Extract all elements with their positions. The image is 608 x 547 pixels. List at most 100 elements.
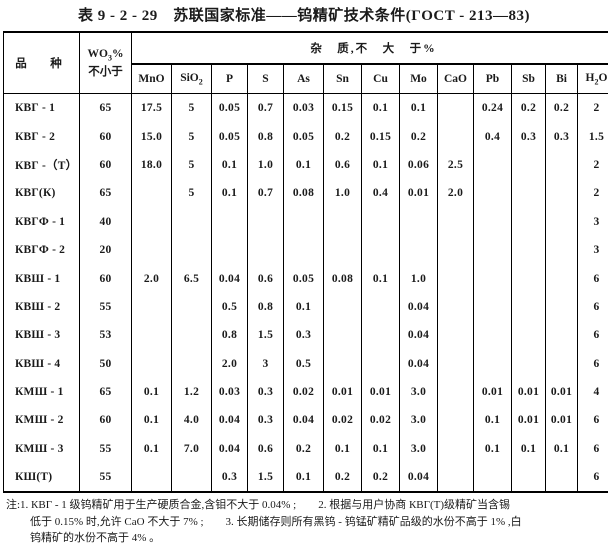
cell-h2o: 6 [578, 463, 608, 492]
cell-mo: 0.06 [400, 151, 438, 179]
cell-as: 0.04 [284, 406, 324, 434]
cell-mno: 0.1 [132, 406, 172, 434]
cell-bi [546, 236, 578, 264]
cell-wo3: 55 [80, 293, 132, 321]
cell-mno [132, 236, 172, 264]
cell-h2o: 6 [578, 350, 608, 378]
table-notes: 注:1. КВГ - 1 级钨精矿用于生产硬质合金,含钼不大于 0.04% ; … [0, 493, 608, 547]
cell-wo3: 60 [80, 151, 132, 179]
cell-pb [474, 293, 512, 321]
cell-mno [132, 321, 172, 349]
cell-p: 0.3 [212, 463, 248, 492]
cell-sio2 [172, 236, 212, 264]
cell-s: 0.6 [248, 264, 284, 292]
cell-sb [512, 293, 546, 321]
cell-product-name: КВШ - 1 [4, 264, 80, 292]
cell-cu [362, 208, 400, 236]
col-header-p: P [212, 64, 248, 94]
cell-sn: 0.08 [324, 264, 362, 292]
cell-h2o: 2 [578, 94, 608, 123]
cell-wo3: 55 [80, 463, 132, 492]
cell-mno: 15.0 [132, 122, 172, 150]
cell-sb: 0.1 [512, 435, 546, 463]
cell-wo3: 65 [80, 378, 132, 406]
cell-s: 1.0 [248, 151, 284, 179]
cell-sn [324, 236, 362, 264]
cell-p: 0.1 [212, 151, 248, 179]
cell-sio2 [172, 463, 212, 492]
cell-h2o: 6 [578, 406, 608, 434]
cell-product-name: КВГ(К) [4, 179, 80, 207]
cell-sb: 0.01 [512, 378, 546, 406]
cell-sn [324, 321, 362, 349]
cell-h2o: 2 [578, 151, 608, 179]
cell-wo3: 60 [80, 406, 132, 434]
cell-mno [132, 208, 172, 236]
cell-cao [438, 321, 474, 349]
cell-product-name: КШ(Т) [4, 463, 80, 492]
cell-bi [546, 293, 578, 321]
table-head: 品 种 WO3% 不小于 杂 质,不 大 于% MnO SiO2 P S As … [4, 32, 608, 94]
cell-cao [438, 293, 474, 321]
cell-sb [512, 321, 546, 349]
cell-as: 0.05 [284, 264, 324, 292]
cell-p: 0.5 [212, 293, 248, 321]
cell-sn [324, 293, 362, 321]
cell-sio2: 5 [172, 151, 212, 179]
header-pinzhong: 品 种 [4, 32, 80, 94]
cell-pb: 0.24 [474, 94, 512, 123]
note-line-3: 钨精矿的水份不高于 4% 。 [6, 530, 604, 547]
cell-cu: 0.1 [362, 435, 400, 463]
cell-cao [438, 264, 474, 292]
col-header-cao: CaO [438, 64, 474, 94]
col-header-sio2: SiO2 [172, 64, 212, 94]
cell-cao [438, 378, 474, 406]
cell-mno: 0.1 [132, 435, 172, 463]
cell-sb: 0.3 [512, 122, 546, 150]
cell-h2o: 4 [578, 378, 608, 406]
cell-product-name: КВГ - 1 [4, 94, 80, 123]
cell-cu [362, 321, 400, 349]
col-header-mno: MnO [132, 64, 172, 94]
cell-cao: 2.5 [438, 151, 474, 179]
header-wo3: WO3% 不小于 [80, 32, 132, 94]
cell-pb [474, 321, 512, 349]
cell-mo: 0.04 [400, 293, 438, 321]
cell-bi [546, 208, 578, 236]
cell-s: 0.6 [248, 435, 284, 463]
cell-mno: 17.5 [132, 94, 172, 123]
cell-mo: 0.04 [400, 350, 438, 378]
cell-sn: 0.02 [324, 406, 362, 434]
cell-bi [546, 350, 578, 378]
cell-product-name: КВШ - 4 [4, 350, 80, 378]
cell-as: 0.02 [284, 378, 324, 406]
cell-mo: 0.01 [400, 179, 438, 207]
page-title: 表 9 - 2 - 29 苏联国家标准——钨精矿技术条件(ГOCT - 213—… [0, 0, 608, 31]
cell-as: 0.08 [284, 179, 324, 207]
cell-mo: 1.0 [400, 264, 438, 292]
cell-sb [512, 208, 546, 236]
cell-mno: 2.0 [132, 264, 172, 292]
cell-wo3: 40 [80, 208, 132, 236]
cell-s [248, 208, 284, 236]
cell-sio2: 5 [172, 122, 212, 150]
header-wo3-condition: 不小于 [80, 64, 131, 81]
col-header-pb: Pb [474, 64, 512, 94]
cell-cao [438, 236, 474, 264]
cell-pb [474, 236, 512, 264]
header-impurity-group: 杂 质,不 大 于% [132, 32, 608, 64]
col-header-sn: Sn [324, 64, 362, 94]
cell-product-name: КМШ - 3 [4, 435, 80, 463]
cell-product-name: КВГ -（Т） [4, 151, 80, 179]
cell-s: 0.3 [248, 378, 284, 406]
cell-p: 0.03 [212, 378, 248, 406]
